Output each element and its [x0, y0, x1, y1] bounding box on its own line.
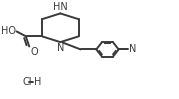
Text: Cl: Cl — [23, 77, 32, 87]
Text: O: O — [31, 47, 38, 57]
Text: N: N — [57, 43, 64, 53]
Text: HO: HO — [1, 26, 16, 36]
Text: N: N — [129, 44, 136, 54]
Text: HN: HN — [53, 2, 68, 12]
Text: H: H — [34, 77, 41, 87]
